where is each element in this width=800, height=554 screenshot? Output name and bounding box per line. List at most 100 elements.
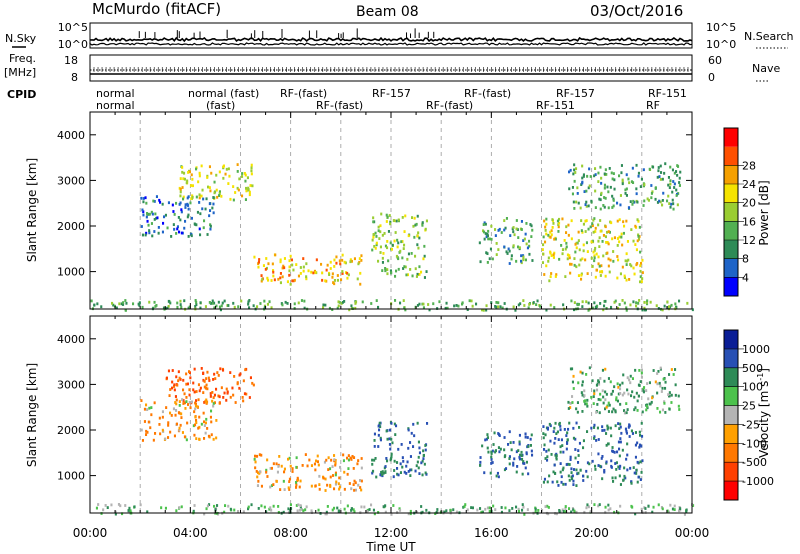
velocity-echo-cell xyxy=(503,436,506,439)
velocity-ground-cell xyxy=(298,508,301,512)
power-echo-cell xyxy=(405,273,408,277)
power-ground-cell xyxy=(432,302,435,306)
velocity-echo-cell xyxy=(316,460,319,464)
power-echo-cell xyxy=(618,218,621,222)
velocity-echo-cell xyxy=(175,402,178,406)
power-echo-cell xyxy=(161,202,164,206)
power-echo-cell xyxy=(636,200,639,204)
power-ground-cell xyxy=(641,308,644,312)
power-echo-cell xyxy=(573,257,576,261)
power-echo-cell xyxy=(641,271,644,275)
power-ground-cell xyxy=(221,301,224,305)
freq-unit-label: [MHz] xyxy=(4,66,36,79)
power-ground-cell xyxy=(132,302,135,306)
power-ground-cell xyxy=(638,299,641,302)
power-ground-cell xyxy=(512,305,515,309)
power-echo-cell xyxy=(288,269,291,273)
velocity-echo-cell xyxy=(625,457,628,461)
velocity-echo-cell xyxy=(581,393,584,397)
power-ground-cell xyxy=(338,301,341,304)
power-echo-cell xyxy=(672,202,675,206)
velocity-ytick-label: 2000 xyxy=(57,424,85,437)
power-echo-cell xyxy=(267,278,270,282)
power-echo-cell xyxy=(483,230,486,234)
power-echo-cell xyxy=(542,252,545,256)
cpid-label-bottom: normal xyxy=(96,99,135,112)
velocity-echo-cell xyxy=(609,380,612,384)
power-echo-cell xyxy=(632,266,635,270)
velocity-echo-cell xyxy=(354,481,357,485)
velocity-echo-cell xyxy=(515,450,518,454)
velocity-echo-cell xyxy=(178,411,181,415)
velocity-echo-cell xyxy=(145,433,148,437)
velocity-echo-cell xyxy=(623,466,626,470)
velocity-echo-cell xyxy=(548,474,551,478)
velocity-echo-cell xyxy=(604,398,607,402)
power-echo-cell xyxy=(569,168,572,172)
power-ground-cell xyxy=(539,304,542,308)
power-echo-cell xyxy=(170,235,173,238)
power-echo-cell xyxy=(425,270,428,274)
velocity-echo-cell xyxy=(327,456,330,460)
velocity-echo-cell xyxy=(604,407,607,411)
power-echo-cell xyxy=(607,264,610,268)
velocity-echo-cell xyxy=(619,402,622,406)
power-ground-cell xyxy=(337,304,340,308)
velocity-echo-cell xyxy=(559,428,562,432)
power-ground-cell xyxy=(576,303,579,307)
power-echo-cell xyxy=(575,200,578,204)
velocity-echo-cell xyxy=(409,441,412,444)
power-echo-cell xyxy=(195,167,198,171)
velocity-echo-cell xyxy=(198,425,201,429)
velocity-echo-cell xyxy=(296,478,299,482)
velocity-echo-cell xyxy=(252,383,255,387)
power-ground-cell xyxy=(247,302,250,306)
velocity-echo-cell xyxy=(288,488,291,491)
velocity-echo-cell xyxy=(674,393,677,397)
power-ground-cell xyxy=(293,307,296,310)
power-ground-cell xyxy=(247,300,250,304)
velocity-echo-cell xyxy=(615,468,618,471)
power-echo-cell xyxy=(672,207,675,211)
power-echo-cell xyxy=(621,265,624,269)
velocity-echo-cell xyxy=(308,458,311,462)
power-echo-cell xyxy=(582,222,585,226)
power-echo-cell xyxy=(379,224,382,228)
velocity-echo-cell xyxy=(577,471,580,475)
power-ground-cell xyxy=(399,301,402,305)
power-ground-cell xyxy=(350,304,353,308)
power-echo-cell xyxy=(599,270,602,274)
velocity-echo-cell xyxy=(407,446,410,450)
velocity-echo-cell xyxy=(663,401,666,405)
power-echo-cell xyxy=(198,174,201,178)
velocity-echo-cell xyxy=(556,430,559,434)
velocity-echo-cell xyxy=(424,471,427,475)
power-echo-cell xyxy=(187,195,190,199)
power-echo-cell xyxy=(604,196,607,200)
power-echo-cell xyxy=(206,176,209,179)
velocity-echo-cell xyxy=(615,398,618,402)
power-echo-cell xyxy=(643,199,646,203)
power-echo-cell xyxy=(205,197,208,201)
power-echo-cell xyxy=(551,226,554,229)
velocity-echo-cell xyxy=(304,453,307,457)
velocity-echo-cell xyxy=(626,468,629,472)
velocity-echo-cell xyxy=(668,407,671,411)
power-echo-cell xyxy=(640,280,643,284)
power-echo-cell xyxy=(329,260,332,264)
power-ground-cell xyxy=(594,305,597,309)
velocity-echo-cell xyxy=(638,430,641,434)
velocity-echo-cell xyxy=(602,395,605,399)
velocity-echo-cell xyxy=(338,485,341,489)
power-echo-cell xyxy=(490,237,493,241)
power-echo-cell xyxy=(331,272,334,276)
velocity-echo-cell xyxy=(283,488,286,492)
velocity-echo-cell xyxy=(351,455,354,458)
power-echo-cell xyxy=(314,271,317,274)
velocity-echo-cell xyxy=(648,402,651,406)
velocity-echo-cell xyxy=(342,459,345,463)
velocity-ground-cell xyxy=(597,504,600,508)
velocity-echo-cell xyxy=(515,470,518,474)
power-echo-cell xyxy=(500,231,503,234)
power-echo-cell xyxy=(607,242,610,246)
